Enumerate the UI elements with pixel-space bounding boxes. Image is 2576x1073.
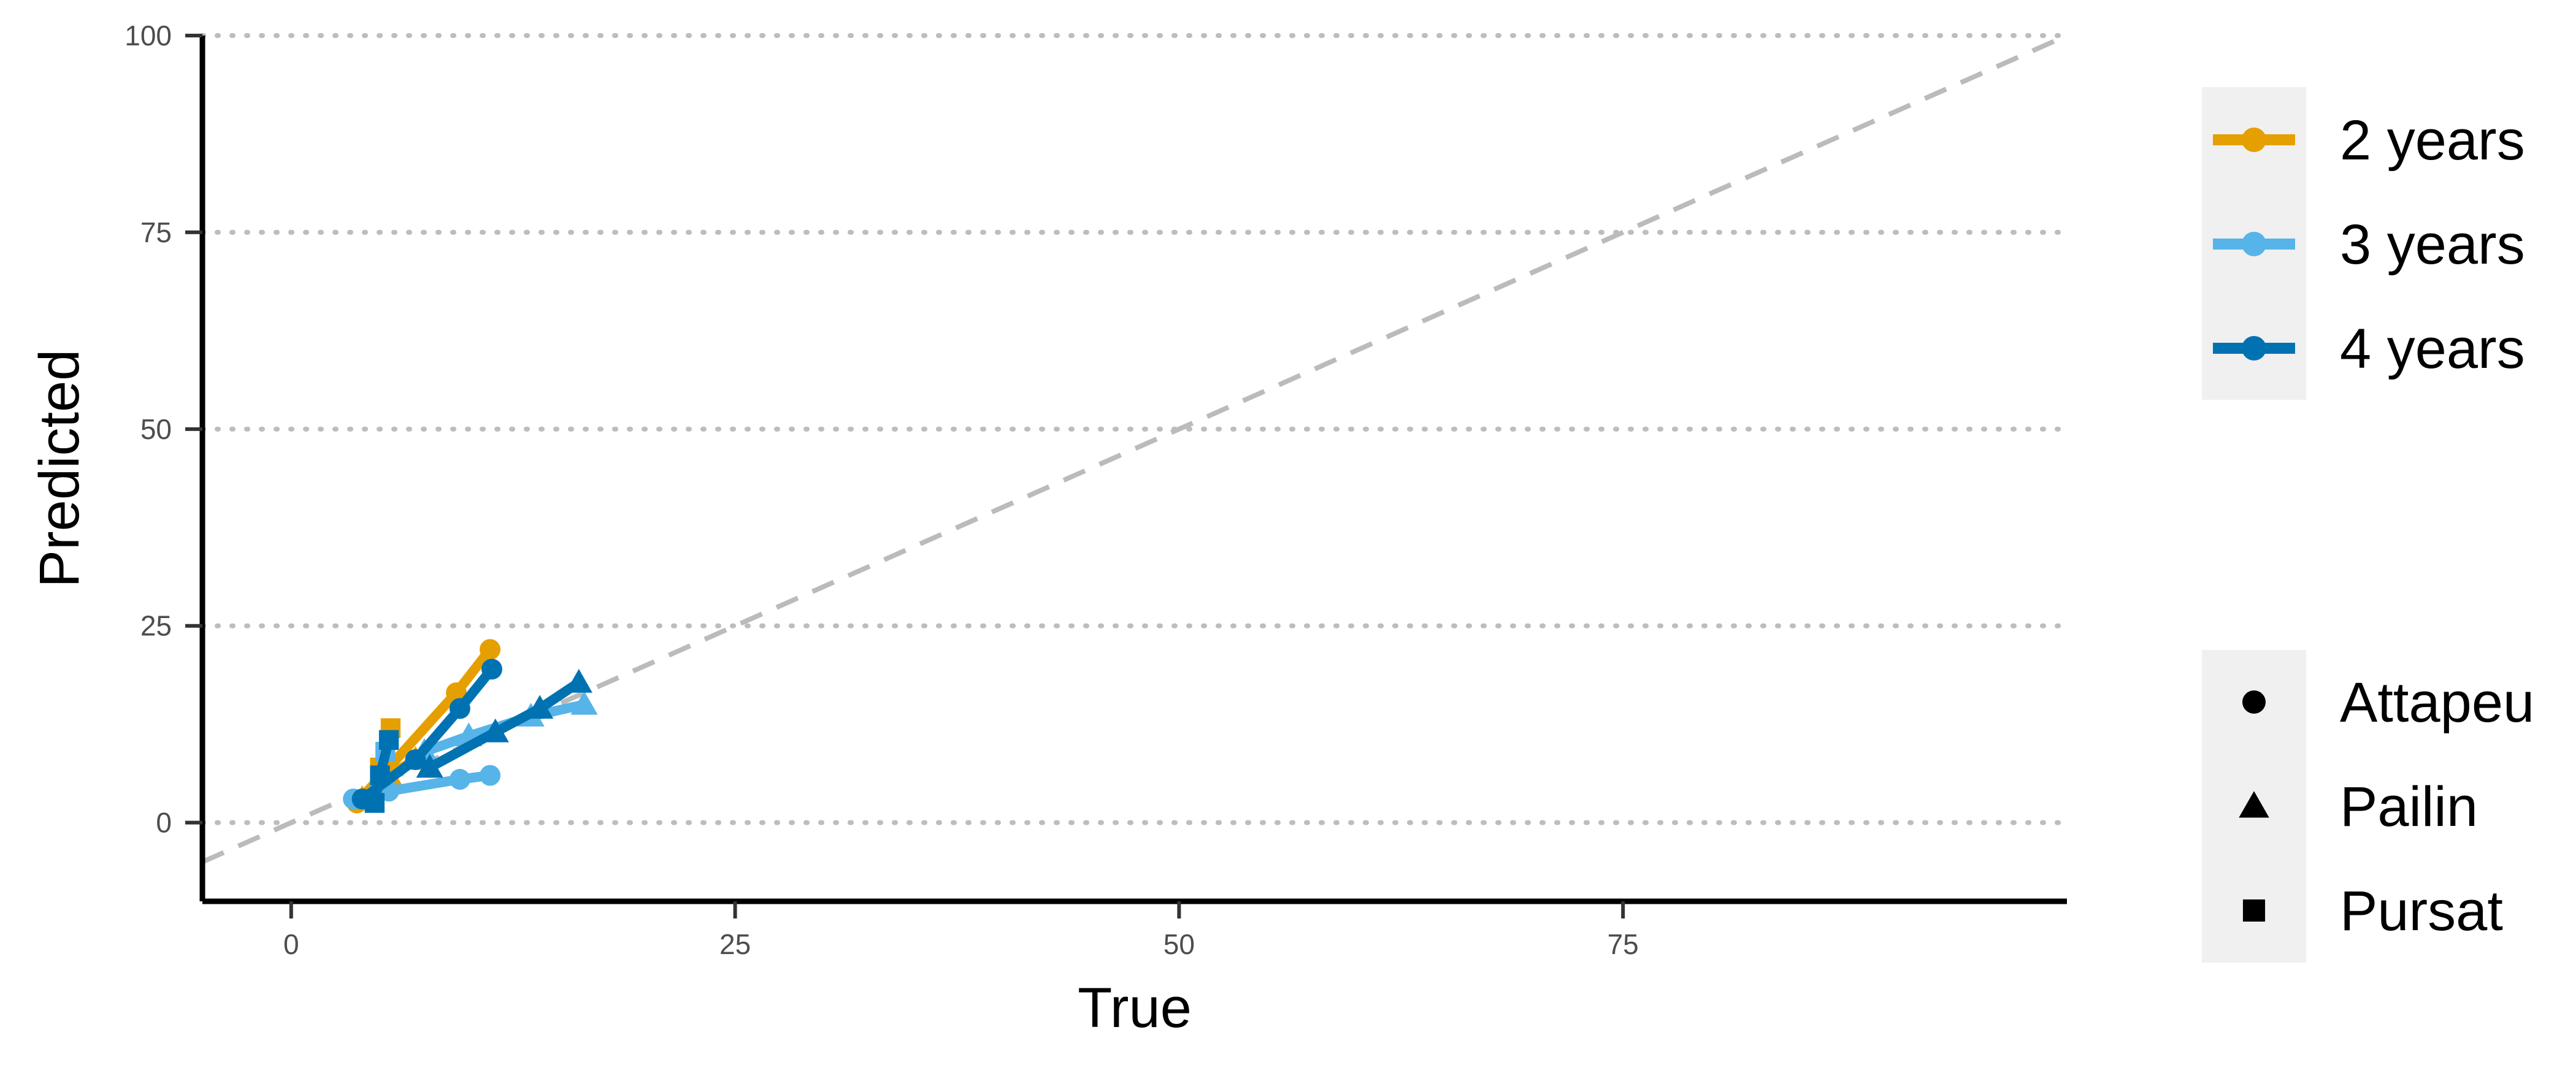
x-tick-label: 50 [1163, 928, 1195, 960]
legend-item: 4 years [2213, 318, 2525, 380]
data-point [446, 682, 467, 703]
x-tick-label: 75 [1608, 928, 1639, 960]
data-point [480, 639, 501, 660]
y-axis-title: Predicted [28, 349, 91, 588]
series-group [416, 669, 592, 778]
legend-label: Pursat [2340, 880, 2503, 942]
legend-label: Pailin [2340, 776, 2478, 838]
legend-key-marker [2242, 899, 2266, 922]
series-layer [343, 639, 598, 814]
y-tick-label: 0 [156, 807, 172, 839]
legend-label: 4 years [2340, 318, 2525, 380]
data-point [481, 718, 509, 743]
y-tick-label: 100 [125, 20, 172, 52]
legend-item: Attapeu [2242, 671, 2534, 734]
y-tick-label: 75 [140, 216, 172, 248]
data-point [570, 690, 598, 715]
data-point [378, 730, 399, 750]
data-point [405, 749, 426, 770]
series-line [424, 678, 584, 773]
data-point [565, 669, 592, 693]
ticks-layer: 0 25 50 75 100 0 25 50 75 [125, 20, 1639, 960]
legend-key-marker [2242, 336, 2266, 361]
x-tick-label: 25 [719, 928, 751, 960]
x-tick-label: 0 [283, 928, 299, 960]
series-group [364, 730, 399, 813]
legend-item: Pursat [2242, 880, 2503, 942]
data-point [480, 765, 501, 786]
data-point [416, 754, 443, 778]
grid-layer [200, 33, 2069, 825]
legend-key-marker [2242, 232, 2266, 256]
data-point [370, 765, 390, 785]
legend-label: 3 years [2340, 213, 2525, 276]
legend-key-marker [2242, 690, 2266, 714]
y-tick-label: 50 [140, 413, 172, 445]
legend-item: 2 years [2213, 109, 2525, 172]
data-point [481, 659, 502, 680]
x-axis-title: True [1078, 977, 1192, 1039]
identity-reference-line [201, 33, 2068, 865]
y-tick-label: 25 [140, 610, 172, 642]
legend-key-marker [2239, 791, 2269, 818]
legend-label: Attapeu [2340, 671, 2534, 734]
data-point [449, 769, 470, 790]
legend-location: Attapeu Pailin Pursat [2202, 650, 2534, 963]
data-point [449, 698, 470, 719]
legend-duration: 2 years 3 years 4 years [2202, 87, 2525, 400]
legend-key-marker [2242, 128, 2266, 152]
legend-item: 3 years [2213, 213, 2525, 276]
axes-layer [199, 36, 2067, 904]
data-point [364, 793, 385, 813]
legend-label: 2 years [2340, 109, 2525, 172]
legend-item: Pailin [2239, 776, 2478, 838]
data-point [526, 695, 554, 719]
